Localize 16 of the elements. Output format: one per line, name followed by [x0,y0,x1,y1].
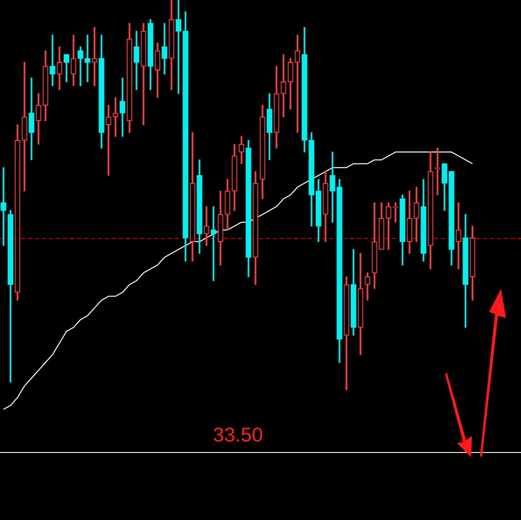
candlestick [92,26,98,86]
candlestick [456,202,462,270]
candlestick [50,34,56,86]
candlestick [386,202,392,250]
candlestick [280,54,286,118]
candlestick [204,206,210,246]
candlestick [162,23,168,74]
candlestick [294,34,300,133]
text: 33.50 [212,424,264,447]
candlestick [0,167,6,246]
candlestick [22,62,28,192]
candlestick [210,206,216,281]
candlestick [106,104,112,176]
candlestick [120,78,126,137]
candlestick [112,97,118,137]
candlestick [28,78,34,160]
